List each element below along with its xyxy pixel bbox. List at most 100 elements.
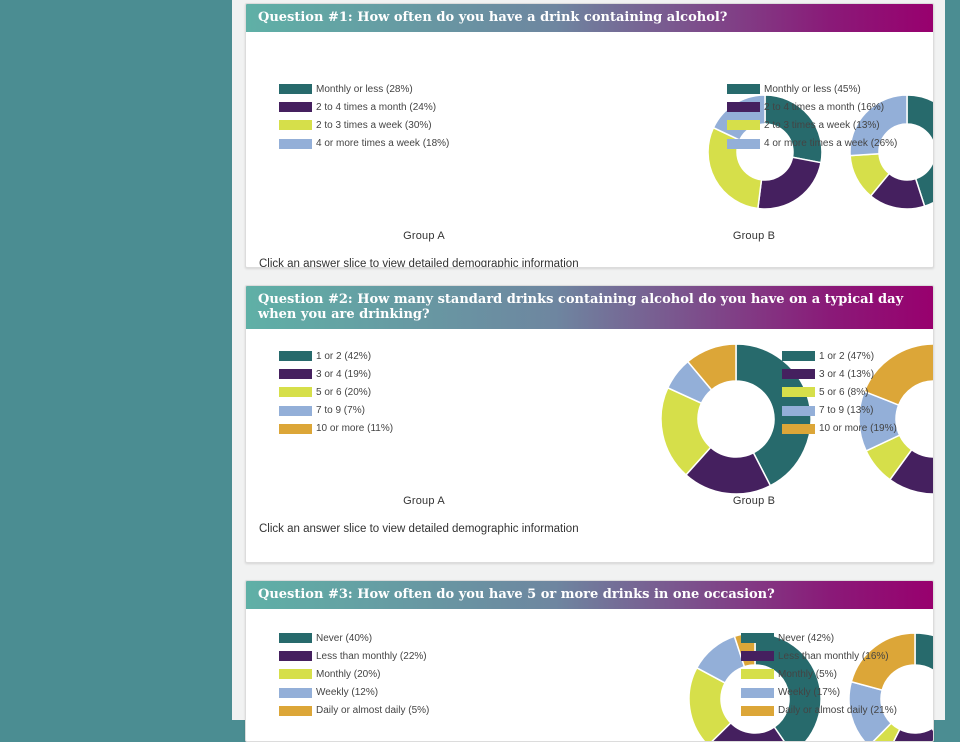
legend-item[interactable]: 2 to 3 times a week (30%) <box>279 116 449 134</box>
legend-group-a: 1 or 2 (42%) 3 or 4 (19%) 5 or 6 (20%) 7 to… <box>279 347 393 438</box>
legend-label: 10 or more (11%) <box>316 423 394 435</box>
legend-swatch <box>279 120 312 131</box>
legend-item[interactable]: 5 or 6 (20%) <box>279 383 393 401</box>
legend-label: Daily or almost daily (21%) <box>778 705 897 717</box>
donut-slice[interactable] <box>707 126 763 210</box>
legend-item[interactable]: Daily or almost daily (21%) <box>741 702 897 720</box>
legend-item[interactable]: 1 or 2 (42%) <box>279 347 393 365</box>
legend-swatch <box>279 669 312 680</box>
legend-swatch <box>279 423 312 434</box>
legend-item[interactable]: 2 to 4 times a month (24%) <box>279 98 449 116</box>
legend-item[interactable]: 7 to 9 (7%) <box>279 402 393 420</box>
legend-item[interactable]: Less than monthly (16%) <box>741 647 897 665</box>
legend-label: Never (42%) <box>778 632 835 644</box>
legend-item[interactable]: Monthly (5%) <box>741 665 897 683</box>
legend-label: Monthly or less (28%) <box>316 83 413 95</box>
legend-label: 1 or 2 (47%) <box>819 350 875 362</box>
legend-item[interactable]: Monthly (20%) <box>279 665 429 683</box>
legend-swatch <box>741 705 774 716</box>
legend-item[interactable]: 10 or more (11%) <box>279 420 393 438</box>
legend-swatch <box>741 651 774 662</box>
question-title: Question #2: How many standard drinks co… <box>246 286 933 329</box>
legend-label: 7 to 9 (7%) <box>316 405 365 417</box>
legend-swatch <box>279 651 312 662</box>
legend-swatch <box>727 120 760 131</box>
legend-swatch <box>279 387 312 398</box>
donut-slice[interactable] <box>863 343 934 406</box>
legend-item[interactable]: Never (42%) <box>741 629 897 647</box>
donut-slice[interactable] <box>906 94 934 208</box>
donut-slice[interactable] <box>757 156 822 210</box>
legend-item[interactable]: 10 or more (19%) <box>782 420 897 438</box>
legend-label: Monthly (5%) <box>778 668 837 680</box>
legend-label: 3 or 4 (13%) <box>819 368 875 380</box>
legend-label: 2 to 3 times a week (30%) <box>316 119 432 131</box>
legend-swatch <box>279 687 312 698</box>
legend-item[interactable]: 7 to 9 (13%) <box>782 402 897 420</box>
legend-group-a: Never (40%) Less than monthly (22%) Monthl… <box>279 629 429 720</box>
legend-swatch <box>279 369 312 380</box>
legend-label: Daily or almost daily (5%) <box>316 705 430 717</box>
donut-chart-group-b[interactable] <box>858 343 934 495</box>
legend-label: 2 to 4 times a month (24%) <box>316 101 437 113</box>
legend-item[interactable]: Weekly (17%) <box>741 684 897 702</box>
legend-swatch <box>279 705 312 716</box>
legend-swatch <box>741 687 774 698</box>
legend-swatch <box>279 351 312 362</box>
legend-item[interactable]: Weekly (12%) <box>279 684 429 702</box>
legend-swatch <box>741 633 774 644</box>
group-a-label: Group A <box>403 230 445 242</box>
question-card-3: Question #3: How often do you have 5 or … <box>245 580 934 742</box>
legend-label: Monthly (20%) <box>316 668 381 680</box>
group-b-label: Group B <box>732 230 776 242</box>
legend-swatch <box>279 633 312 644</box>
hint-text: Click an answer slice to view detailed d… <box>259 523 579 535</box>
legend-label: 3 or 4 (19%) <box>316 368 372 380</box>
legend-item[interactable]: Monthly or less (28%) <box>279 80 449 98</box>
donut-slice[interactable] <box>850 632 916 692</box>
legend-label: 5 or 6 (8%) <box>819 386 869 398</box>
legend-item[interactable]: 4 or more times a week (26%) <box>727 135 897 153</box>
question-title: Question #3: How often do you have 5 or … <box>246 581 933 609</box>
hint-text: Click an answer slice to view detailed d… <box>259 258 579 268</box>
legend-group-a: Monthly or less (28%) 2 to 4 times a mont… <box>279 80 449 153</box>
legend-swatch <box>727 84 760 95</box>
donut-chart-group-b[interactable] <box>849 94 934 210</box>
legend-item[interactable]: 3 or 4 (13%) <box>782 365 897 383</box>
question-card-1: Question #1: How often do you have a dri… <box>245 3 934 268</box>
legend-swatch <box>727 138 760 149</box>
legend-swatch <box>279 84 312 95</box>
legend-item[interactable]: Never (40%) <box>279 629 429 647</box>
legend-label: 4 or more times a week (18%) <box>316 138 450 150</box>
donut-chart-group-a[interactable] <box>660 343 812 495</box>
donut-slice[interactable] <box>686 343 737 391</box>
group-a-label: Group A <box>403 495 445 507</box>
legend-swatch <box>782 387 815 398</box>
legend-swatch <box>279 405 312 416</box>
legend-item[interactable]: 2 to 4 times a month (16%) <box>727 98 897 116</box>
legend-swatch <box>279 138 312 149</box>
legend-label: 1 or 2 (42%) <box>316 350 372 362</box>
donut-slice[interactable] <box>914 632 934 742</box>
legend-label: 2 to 4 times a month (16%) <box>764 101 885 113</box>
legend-item[interactable]: Less than monthly (22%) <box>279 647 429 665</box>
group-b-label: Group B <box>732 495 776 507</box>
legend-item[interactable]: Daily or almost daily (5%) <box>279 702 429 720</box>
legend-item[interactable]: 4 or more times a week (18%) <box>279 135 449 153</box>
question-title: Question #1: How often do you have a dri… <box>246 4 933 32</box>
donut-slice[interactable] <box>849 94 908 157</box>
legend-label: 5 or 6 (20%) <box>316 386 372 398</box>
legend-item[interactable]: 1 or 2 (47%) <box>782 347 897 365</box>
legend-swatch <box>782 351 815 362</box>
donut-slice[interactable] <box>735 343 812 487</box>
legend-group-b: 1 or 2 (47%) 3 or 4 (13%) 5 or 6 (8%) 7 to … <box>782 347 897 438</box>
question-card-2: Question #2: How many standard drinks co… <box>245 285 934 563</box>
legend-item[interactable]: 5 or 6 (8%) <box>782 383 897 401</box>
legend-item[interactable]: 2 to 3 times a week (13%) <box>727 116 897 134</box>
legend-label: 10 or more (19%) <box>819 423 897 435</box>
legend-swatch <box>279 102 312 113</box>
legend-item[interactable]: Monthly or less (45%) <box>727 80 897 98</box>
legend-item[interactable]: 3 or 4 (19%) <box>279 365 393 383</box>
right-edge-strip <box>945 0 960 720</box>
legend-label: Weekly (12%) <box>316 687 379 699</box>
